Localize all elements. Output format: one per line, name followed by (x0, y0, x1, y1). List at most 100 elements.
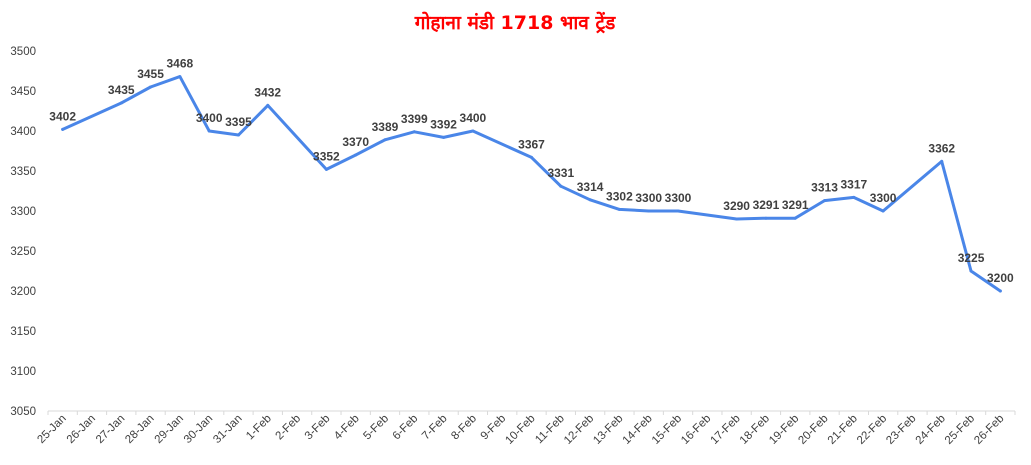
data-label: 3370 (342, 135, 369, 149)
y-tick-label: 3350 (10, 166, 36, 178)
y-tick-label: 3150 (10, 326, 36, 338)
x-tick-label: 15-Feb (650, 413, 684, 447)
data-point (559, 184, 563, 188)
x-tick-label: 18-Feb (738, 413, 772, 447)
x-tick-label: 8-Feb (449, 413, 479, 443)
x-tick-label: 24-Feb (914, 413, 948, 447)
x-tick-label: 28-Jan (123, 413, 156, 446)
data-label: 3331 (547, 166, 574, 180)
data-point (735, 217, 739, 221)
data-point (676, 209, 680, 213)
y-tick-label: 3450 (10, 86, 36, 98)
data-point (823, 199, 827, 203)
y-tick-label: 3300 (10, 206, 36, 218)
data-point (588, 198, 592, 202)
data-label: 3435 (108, 83, 135, 97)
x-tick-label: 20-Feb (796, 413, 830, 447)
data-point (207, 129, 211, 133)
y-tick-label: 3500 (10, 46, 36, 58)
x-tick-label: 6-Feb (391, 413, 421, 443)
data-point (852, 195, 856, 199)
data-label: 3432 (254, 85, 281, 99)
x-tick-label: 2-Feb (273, 413, 303, 443)
x-tick-label: 23-Feb (884, 413, 918, 447)
data-label: 3200 (987, 271, 1014, 285)
x-tick-label: 11-Feb (533, 413, 567, 447)
data-point (383, 138, 387, 142)
chart-title: गोहाना मंडी 1718 भाव ट्रेंड (414, 11, 616, 34)
data-label: 3300 (635, 191, 662, 205)
data-label: 3314 (577, 180, 604, 194)
data-label: 3362 (928, 141, 955, 155)
data-point (442, 135, 446, 139)
series-polyline (61, 75, 1002, 293)
data-point (940, 159, 944, 163)
x-tick-label: 30-Jan (182, 413, 215, 446)
x-tick-label: 26-Feb (972, 413, 1006, 447)
x-tick-label: 5-Feb (361, 413, 391, 443)
x-tick-label: 13-Feb (591, 413, 625, 447)
data-point (236, 133, 240, 137)
data-point (998, 289, 1002, 293)
x-tick-label: 26-Jan (65, 413, 98, 446)
data-label: 3468 (167, 57, 194, 71)
data-label: 3300 (665, 191, 692, 205)
data-point (61, 127, 65, 131)
x-tick-label: 17-Feb (708, 413, 742, 447)
data-label: 3313 (811, 181, 838, 195)
data-label: 3317 (840, 177, 867, 191)
data-point (354, 153, 358, 157)
data-label: 3400 (460, 111, 487, 125)
x-tick-label: 1-Feb (244, 413, 274, 443)
x-tick-label: 16-Feb (679, 413, 713, 447)
data-label: 3399 (401, 112, 428, 126)
data-point (471, 129, 475, 133)
x-tick-label: 21-Feb (826, 413, 860, 447)
x-tick-label: 25-Jan (35, 413, 68, 446)
y-tick-label: 3100 (10, 366, 36, 378)
data-label: 3395 (225, 115, 252, 129)
x-tick-label: 14-Feb (621, 413, 655, 447)
data-label: 3367 (518, 137, 545, 151)
x-tick-label: 27-Jan (94, 413, 127, 446)
data-point (324, 167, 328, 171)
data-point (178, 75, 182, 79)
data-point (617, 207, 621, 211)
data-point (793, 216, 797, 220)
x-tick-label: 7-Feb (420, 413, 450, 443)
data-label: 3392 (430, 117, 457, 131)
data-label: 3400 (196, 111, 223, 125)
data-point (149, 85, 153, 89)
x-tick-label: 22-Feb (855, 413, 889, 447)
data-label: 3302 (606, 189, 633, 203)
x-axis: 25-Jan26-Jan27-Jan28-Jan29-Jan30-Jan31-J… (35, 411, 1016, 447)
x-tick-label: 10-Feb (503, 413, 537, 447)
data-label: 3352 (313, 149, 340, 163)
data-point (412, 130, 416, 134)
y-tick-label: 3050 (10, 406, 36, 418)
x-tick-label: 3-Feb (303, 413, 333, 443)
data-label: 3291 (782, 198, 809, 212)
data-point (969, 269, 973, 273)
series-line (61, 75, 1002, 293)
data-point (119, 101, 123, 105)
y-tick-label: 3400 (10, 126, 36, 138)
y-axis: 3050 3100 3150 3200 3250 3300 3350 3400 3450 3500 (10, 46, 36, 418)
data-point (764, 216, 768, 220)
data-label: 3225 (958, 251, 985, 265)
data-label: 3300 (870, 191, 897, 205)
data-label: 3402 (49, 109, 76, 123)
data-label: 3455 (137, 67, 164, 81)
data-label: 3389 (372, 120, 399, 134)
x-tick-label: 19-Feb (767, 413, 801, 447)
x-tick-label: 12-Feb (562, 413, 596, 447)
x-tick-label: 4-Feb (332, 413, 362, 443)
data-point (881, 209, 885, 213)
data-label: 3291 (753, 198, 780, 212)
y-tick-label: 3200 (10, 286, 36, 298)
data-point (647, 209, 651, 213)
x-tick-label: 25-Feb (943, 413, 977, 447)
